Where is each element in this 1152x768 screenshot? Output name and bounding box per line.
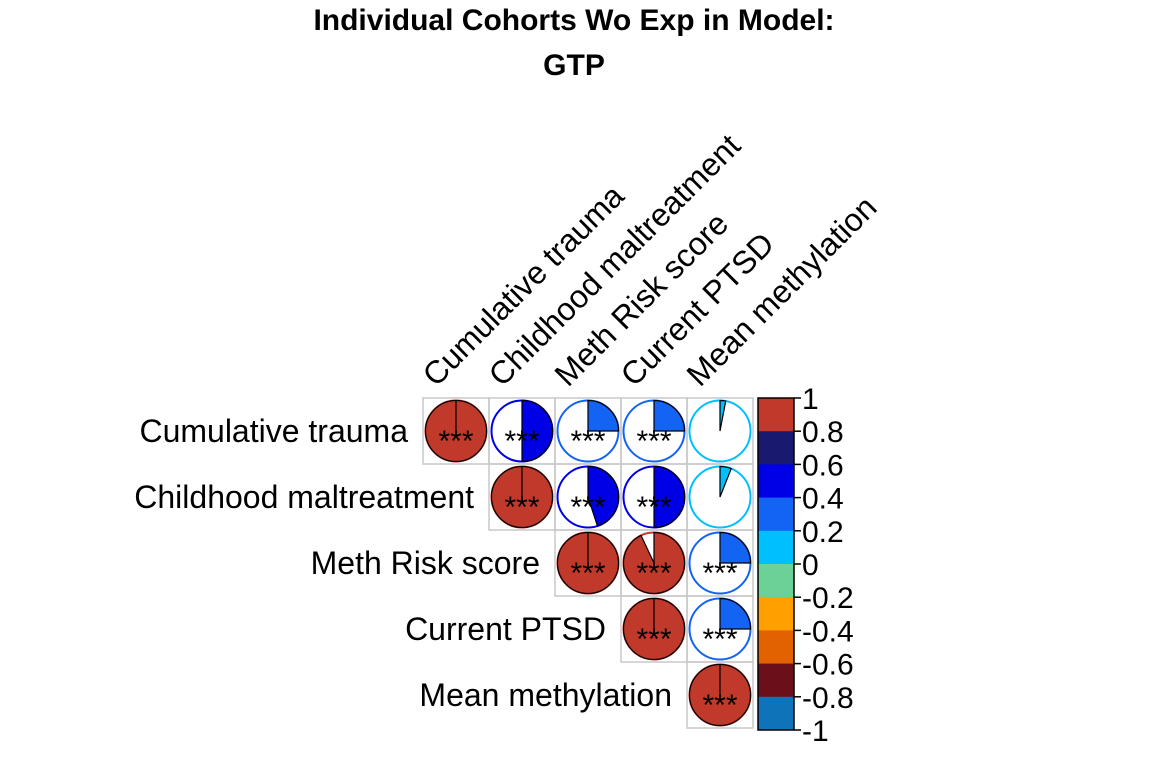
significance-stars: *** xyxy=(636,491,671,524)
pie-wedge xyxy=(719,531,752,564)
colorbar-tick-label: 0.8 xyxy=(802,416,844,449)
colorbar-tick-label: 0 xyxy=(802,549,819,582)
pie-cell-1-3: *** xyxy=(622,465,686,529)
colorbar-segment xyxy=(758,464,794,499)
row-label-cumulative-trauma: Cumulative trauma xyxy=(139,413,408,449)
colorbar-tick-label: -0.6 xyxy=(802,649,854,682)
significance-stars: *** xyxy=(570,425,605,458)
colorbar-segment xyxy=(758,398,794,432)
pie-wedge xyxy=(719,399,727,432)
pie-wedge xyxy=(587,399,620,432)
pie-wedge xyxy=(719,465,733,498)
colorbar-segment xyxy=(758,497,794,532)
pie-cell-1-2: *** xyxy=(556,465,620,529)
significance-stars: *** xyxy=(438,425,473,458)
pie-cell-0-2: *** xyxy=(556,399,620,463)
colorbar-tick-label: 0.2 xyxy=(802,516,844,549)
pie-cell-2-3: *** xyxy=(622,531,686,595)
colorbar-segment xyxy=(758,597,794,631)
colorbar-tick-label: -1 xyxy=(802,715,829,748)
cell-border xyxy=(686,661,754,729)
significance-stars: *** xyxy=(504,425,539,458)
chart-title-line-2: GTP xyxy=(543,49,605,82)
row-label-mean-methylation: Mean methylation xyxy=(419,677,672,713)
row-label-childhood-maltreatment: Childhood maltreatment xyxy=(134,479,474,515)
row-label-meth-risk-score: Meth Risk score xyxy=(311,545,540,581)
pie-cell-4-4: *** xyxy=(688,663,752,727)
significance-stars: *** xyxy=(702,557,737,590)
colorbar-segment xyxy=(758,431,794,465)
colorbar-tick-label: -0.4 xyxy=(802,615,854,648)
pie-cell-0-4 xyxy=(688,399,752,463)
colorbar-segment xyxy=(758,696,794,731)
colorbar-tick-label: 1 xyxy=(802,383,819,416)
pie-wedge xyxy=(521,399,554,463)
pie-cell-3-4: *** xyxy=(688,597,752,661)
colorbar-segment xyxy=(758,530,794,565)
significance-stars: *** xyxy=(702,689,737,722)
pie-cell-1-1: *** xyxy=(490,465,554,529)
pie-wedge xyxy=(622,531,686,595)
chart-title-line-1: Individual Cohorts Wo Exp in Model: xyxy=(313,4,834,37)
colorbar-tick-label: 0.6 xyxy=(802,449,844,482)
row-label-current-ptsd: Current PTSD xyxy=(405,611,606,647)
pie-wedge xyxy=(587,465,620,527)
colorbar-segment xyxy=(758,564,794,598)
significance-stars: *** xyxy=(570,491,605,524)
colorbar-segment xyxy=(758,630,794,665)
cell-grid xyxy=(422,397,754,729)
colorbar: 10.80.60.40.20-0.2-0.4-0.6-0.8-1 xyxy=(757,383,854,748)
significance-stars: *** xyxy=(570,557,605,590)
pie-cell-1-4 xyxy=(688,465,752,529)
pie-cell-3-3: *** xyxy=(622,597,686,661)
colorbar-tick-label: -0.2 xyxy=(802,582,854,615)
colorbar-tick-label: 0.4 xyxy=(802,483,844,516)
significance-stars: *** xyxy=(702,623,737,656)
pie-wedge xyxy=(719,597,752,630)
colorbar-segment xyxy=(758,663,794,698)
pie-cell-0-0: *** xyxy=(424,399,488,463)
pie-glyphs: *** *** *** *** *** *** *** *** *** *** *** *** *** xyxy=(424,399,752,727)
pie-cell-2-2: *** xyxy=(556,531,620,595)
pie-cell-0-1: *** xyxy=(490,399,554,463)
pie-cell-0-3: *** xyxy=(622,399,686,463)
significance-stars: *** xyxy=(636,425,671,458)
significance-stars: *** xyxy=(636,557,671,590)
significance-stars: *** xyxy=(636,623,671,656)
pie-wedge xyxy=(653,399,686,432)
pie-wedge xyxy=(653,465,686,529)
significance-stars: *** xyxy=(504,491,539,524)
pie-cell-2-4: *** xyxy=(688,531,752,595)
colorbar-tick-label: -0.8 xyxy=(802,682,854,715)
